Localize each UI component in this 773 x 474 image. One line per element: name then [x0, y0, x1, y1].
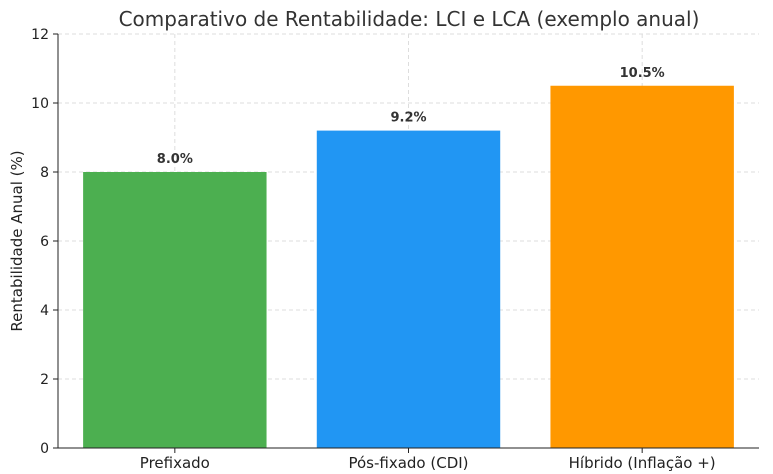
y-tick-label: 4 — [40, 303, 49, 319]
y-axis-label: Rentabilidade Anual (%) — [8, 150, 26, 331]
bars — [83, 85, 734, 448]
y-tick-label: 8 — [40, 165, 49, 181]
bar — [83, 172, 267, 448]
y-tick-label: 6 — [40, 234, 49, 250]
bar — [316, 130, 501, 448]
labels: 0 2 4 6 8 10 12 8.0% Prefixado 9.2% Pós-fixado (CD… — [31, 27, 715, 472]
bar-data-label: 8.0% — [157, 152, 193, 167]
x-tick-label: Pós-fixado (CDI) — [348, 454, 468, 472]
y-tick-label: 12 — [31, 27, 49, 43]
chart-title: Comparativo de Rentabilidade: LCI e LCA … — [119, 7, 700, 31]
bar — [550, 85, 734, 448]
bar-data-label: 10.5% — [620, 66, 665, 81]
y-tick-label: 10 — [31, 96, 49, 112]
y-tick-label: 0 — [40, 441, 49, 457]
x-tick-label: Prefixado — [140, 454, 210, 472]
axes — [53, 33, 759, 453]
x-tick-label: Híbrido (Inflação +) — [569, 454, 716, 472]
y-tick-label: 2 — [40, 372, 49, 388]
bar-data-label: 9.2% — [390, 111, 426, 126]
